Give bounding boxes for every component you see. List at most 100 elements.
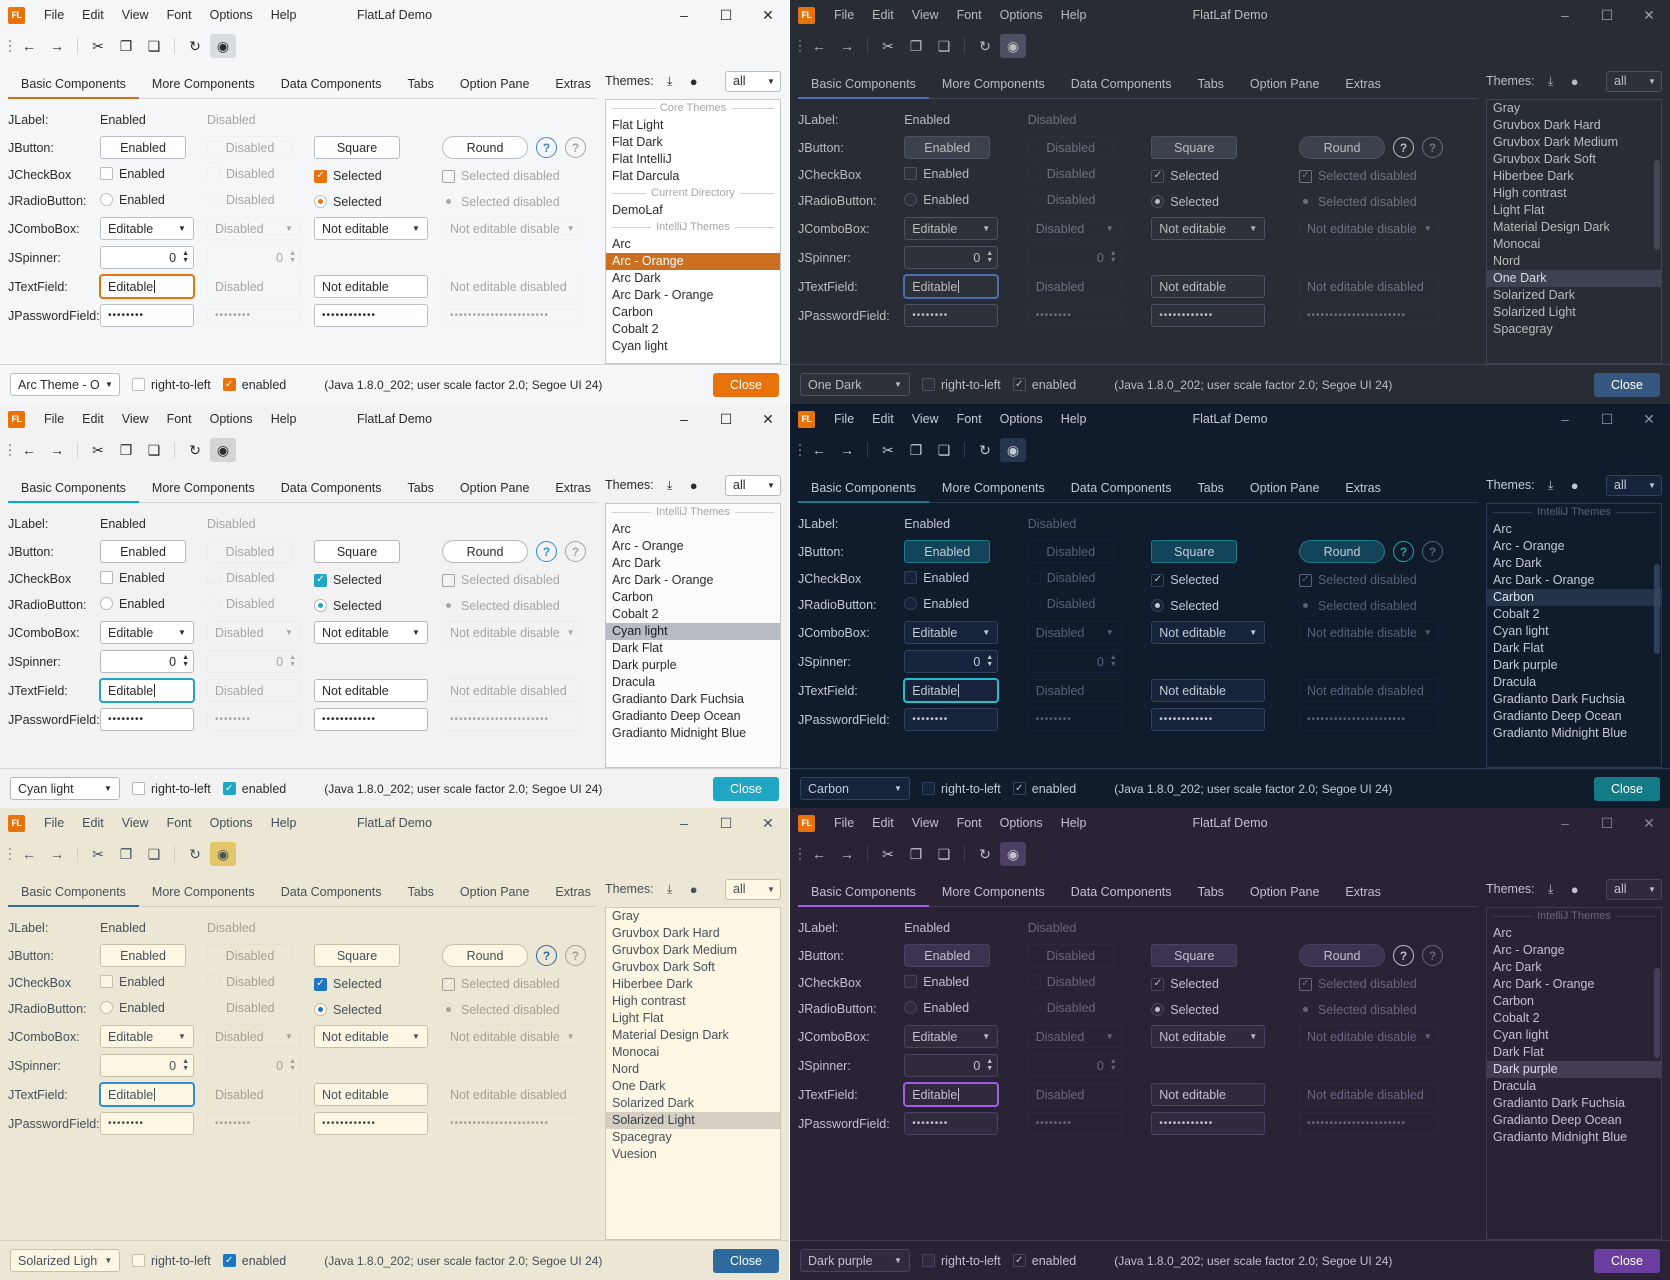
help-button-disabled[interactable]: ?: [1422, 137, 1444, 158]
combobox-editable[interactable]: Editable ▼: [904, 217, 999, 240]
combobox-editable[interactable]: Editable ▼: [100, 217, 194, 240]
theme-list-item[interactable]: Gradianto Dark Fuchsia: [612, 692, 745, 706]
theme-list-item[interactable]: Dark Flat: [612, 641, 663, 655]
tab-option-pane[interactable]: Option Pane: [1249, 77, 1320, 91]
menu-item-edit[interactable]: Edit: [872, 412, 894, 426]
theme-list-item[interactable]: Gruvbox Dark Medium: [1493, 135, 1619, 149]
help-button-disabled[interactable]: ?: [565, 137, 586, 158]
theme-list-item[interactable]: Cobalt 2: [1493, 607, 1540, 621]
preview-icon[interactable]: ◉: [1000, 34, 1026, 58]
theme-list-item[interactable]: Nord: [1493, 254, 1521, 268]
github-icon[interactable]: ●: [689, 73, 698, 89]
radio-enabled[interactable]: Enabled: [100, 1001, 165, 1015]
theme-list-item[interactable]: Carbon: [1487, 589, 1661, 606]
theme-list-item[interactable]: Arc Dark: [612, 556, 661, 570]
menu-item-view[interactable]: View: [121, 8, 149, 22]
forward-arrow-icon[interactable]: →: [840, 442, 854, 458]
close-window-button[interactable]: ✕: [1643, 410, 1655, 427]
menu-item-font[interactable]: Font: [956, 412, 982, 426]
theme-list-item[interactable]: Arc Dark - Orange: [1493, 977, 1595, 991]
maximize-button[interactable]: ☐: [719, 410, 733, 427]
tab-extras[interactable]: Extras: [1345, 77, 1381, 91]
combobox-editable[interactable]: Editable ▼: [100, 621, 194, 644]
square-button[interactable]: Square: [1151, 540, 1238, 563]
spinner-down-icon[interactable]: ▼: [986, 1064, 994, 1072]
preview-icon[interactable]: ◉: [210, 438, 236, 462]
round-button[interactable]: Round: [442, 944, 528, 967]
tab-extras[interactable]: Extras: [555, 481, 591, 495]
theme-list-item[interactable]: Gradianto Deep Ocean: [612, 709, 741, 723]
cut-icon[interactable]: ✂: [92, 846, 104, 862]
help-button[interactable]: ?: [536, 541, 557, 562]
refresh-icon[interactable]: ↻: [979, 38, 991, 54]
back-arrow-icon[interactable]: ←: [22, 846, 36, 862]
toolbar-grip[interactable]: [796, 845, 804, 863]
square-button[interactable]: Square: [1151, 944, 1238, 967]
enabled-checkbox[interactable]: ✓ enabled: [222, 782, 286, 796]
spinner-arrows[interactable]: ▲ ▼: [289, 1058, 296, 1072]
back-arrow-icon[interactable]: ←: [22, 38, 36, 54]
copy-icon[interactable]: ❐: [909, 38, 923, 54]
textfield-editable[interactable]: Editable: [100, 679, 194, 702]
square-button[interactable]: Square: [314, 540, 400, 563]
download-icon[interactable]: ⤓: [666, 881, 673, 896]
menu-item-help[interactable]: Help: [1060, 412, 1087, 426]
enabled-button[interactable]: Enabled: [904, 540, 991, 563]
menu-item-view[interactable]: View: [911, 412, 939, 426]
github-icon[interactable]: ●: [1570, 73, 1579, 89]
enabled-checkbox[interactable]: ✓ enabled: [1012, 782, 1076, 796]
square-button[interactable]: Square: [1151, 136, 1238, 159]
theme-list-item[interactable]: Cyan light: [612, 339, 668, 353]
combobox-editable[interactable]: Editable ▼: [904, 621, 999, 644]
cut-icon[interactable]: ✂: [882, 846, 894, 862]
copy-icon[interactable]: ❐: [119, 846, 133, 862]
menu-item-file[interactable]: File: [44, 8, 65, 22]
menu-item-edit[interactable]: Edit: [82, 8, 104, 22]
tab-data-components[interactable]: Data Components: [280, 885, 382, 899]
maximize-button[interactable]: ☐: [1600, 410, 1614, 427]
radio-selected[interactable]: Selected: [314, 195, 382, 209]
right-to-left-checkbox[interactable]: right-to-left: [922, 782, 1001, 796]
close-button[interactable]: Close: [1594, 372, 1660, 397]
preview-icon[interactable]: ◉: [1000, 438, 1026, 462]
copy-icon[interactable]: ❐: [119, 442, 133, 458]
enabled-button[interactable]: Enabled: [904, 944, 991, 967]
spinner-arrows[interactable]: ▲ ▼: [289, 250, 296, 264]
theme-list-item[interactable]: Gradianto Midnight Blue: [612, 726, 747, 740]
theme-list-item[interactable]: Arc - Orange: [1493, 943, 1565, 957]
spinner-up-icon[interactable]: ▲: [182, 1058, 189, 1066]
combobox-not-editable[interactable]: Not editable ▼: [1151, 621, 1266, 644]
checkbox-enabled[interactable]: Enabled: [904, 975, 969, 989]
forward-arrow-icon[interactable]: →: [840, 38, 854, 54]
right-to-left-checkbox[interactable]: right-to-left: [132, 1254, 211, 1268]
passwordfield-editable[interactable]: ••••••••: [100, 708, 194, 731]
enabled-button[interactable]: Enabled: [100, 944, 186, 967]
scrollbar-thumb[interactable]: [1654, 160, 1660, 250]
menu-item-file[interactable]: File: [834, 816, 855, 830]
theme-list-item[interactable]: Gradianto Midnight Blue: [1493, 726, 1628, 740]
radio-selected[interactable]: Selected: [314, 599, 382, 613]
passwordfield-editable[interactable]: ••••••••: [100, 304, 194, 327]
theme-list-item[interactable]: Gruvbox Dark Soft: [612, 960, 715, 974]
spinner-up-icon[interactable]: ▲: [986, 250, 994, 258]
theme-list-item[interactable]: Dark Flat: [1493, 1045, 1544, 1059]
theme-list-item[interactable]: Gradianto Deep Ocean: [1493, 1113, 1622, 1127]
spinner-arrows[interactable]: ▲ ▼: [986, 654, 994, 668]
menu-item-font[interactable]: Font: [166, 412, 192, 426]
menu-item-edit[interactable]: Edit: [872, 816, 894, 830]
radio-selected[interactable]: Selected: [1151, 599, 1219, 613]
textfield-not-editable[interactable]: Not editable: [314, 275, 428, 298]
theme-list-item[interactable]: Arc Dark - Orange: [612, 288, 714, 302]
spinner-down-icon[interactable]: ▼: [986, 660, 994, 668]
theme-list-item[interactable]: Flat IntelliJ: [612, 152, 672, 166]
tab-more-components[interactable]: More Components: [941, 885, 1045, 899]
tab-tabs[interactable]: Tabs: [1197, 885, 1224, 899]
spinner-down-icon[interactable]: ▼: [289, 256, 296, 264]
textfield-editable[interactable]: Editable: [904, 679, 999, 702]
enabled-checkbox[interactable]: ✓ enabled: [1012, 1254, 1076, 1268]
themes-list[interactable]: Core Themes Flat Light Flat Dark Flat Intel…: [605, 99, 781, 364]
theme-list-item[interactable]: Arc: [1493, 926, 1512, 940]
spinner-down-icon[interactable]: ▼: [182, 660, 189, 668]
combobox-not-editable[interactable]: Not editable ▼: [1151, 217, 1266, 240]
disabled-button[interactable]: Disabled: [207, 136, 293, 159]
